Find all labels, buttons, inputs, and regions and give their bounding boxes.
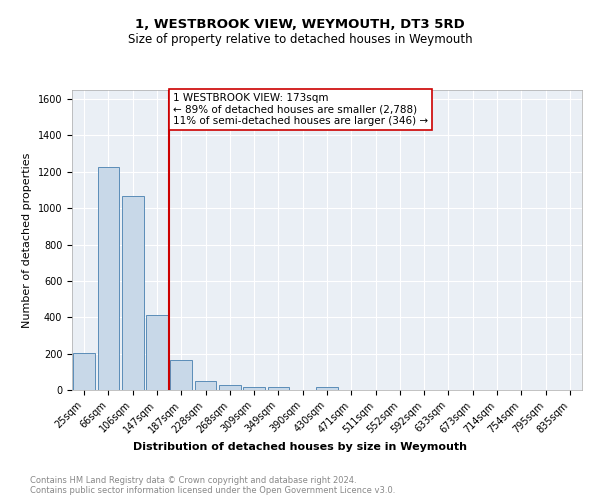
Bar [146,314,168,390]
Bar [194,382,217,390]
Bar [122,196,143,390]
Text: Contains HM Land Registry data © Crown copyright and database right 2024.
Contai: Contains HM Land Registry data © Crown c… [30,476,395,495]
Text: Size of property relative to detached houses in Weymouth: Size of property relative to detached ho… [128,32,472,46]
Bar [170,360,192,390]
Text: Distribution of detached houses by size in Weymouth: Distribution of detached houses by size … [133,442,467,452]
Text: 1 WESTBROOK VIEW: 173sqm
← 89% of detached houses are smaller (2,788)
11% of sem: 1 WESTBROOK VIEW: 173sqm ← 89% of detach… [173,93,428,126]
Bar [243,387,265,390]
Bar [73,352,95,390]
Text: 1, WESTBROOK VIEW, WEYMOUTH, DT3 5RD: 1, WESTBROOK VIEW, WEYMOUTH, DT3 5RD [135,18,465,30]
Bar [268,387,289,390]
Bar [219,385,241,390]
Bar [97,168,119,390]
Bar [316,387,338,390]
Y-axis label: Number of detached properties: Number of detached properties [22,152,32,328]
